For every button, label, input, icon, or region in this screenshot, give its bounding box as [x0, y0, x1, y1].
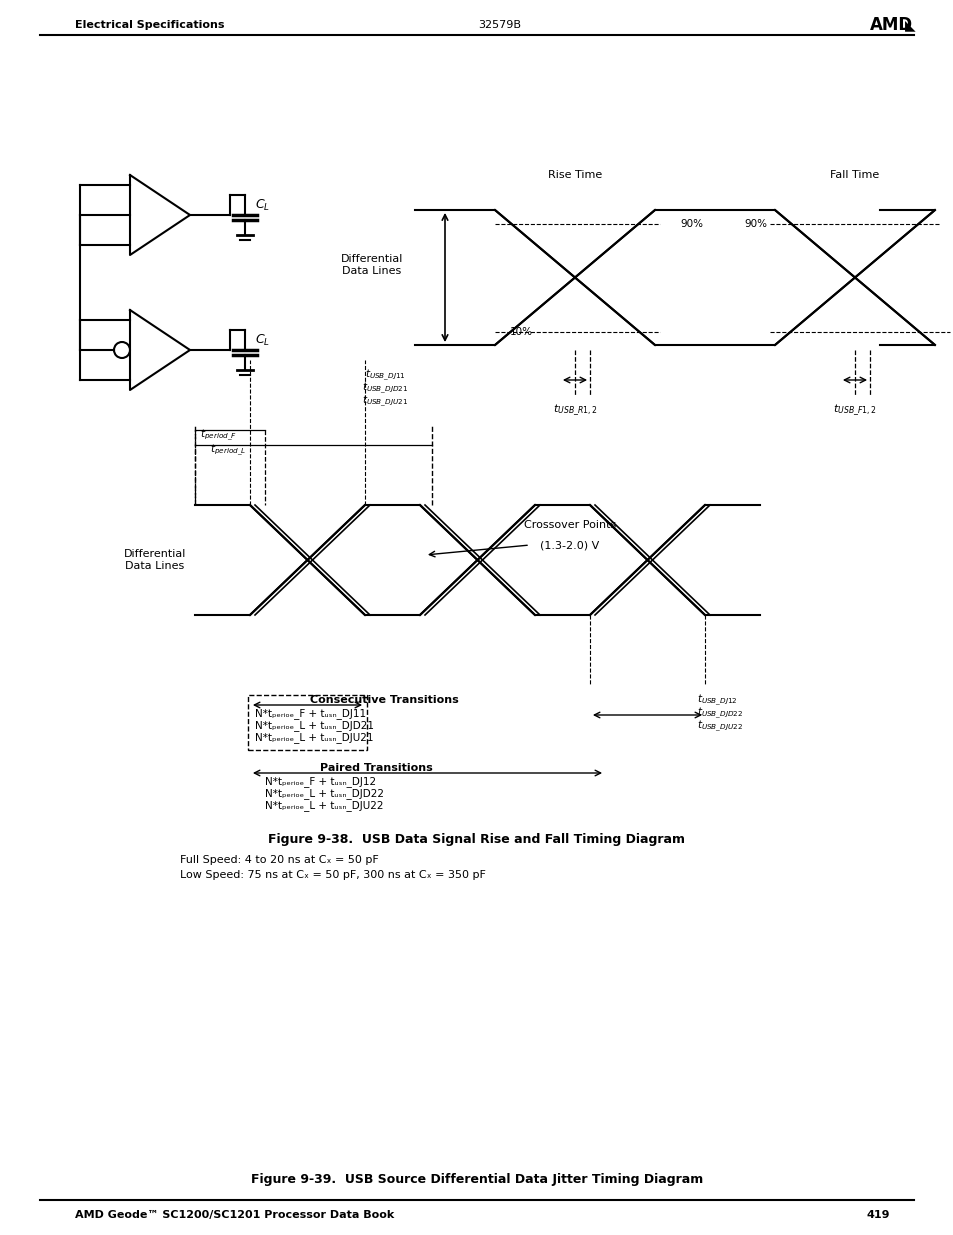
- Text: Fall Time: Fall Time: [829, 170, 879, 180]
- Text: (1.3-2.0) V: (1.3-2.0) V: [539, 540, 599, 550]
- Text: Electrical Specifications: Electrical Specifications: [75, 20, 224, 30]
- Text: $t_{period\_L}$: $t_{period\_L}$: [210, 442, 246, 458]
- Text: Figure 9-39.  USB Source Differential Data Jitter Timing Diagram: Figure 9-39. USB Source Differential Dat…: [251, 1173, 702, 1187]
- Bar: [248, 695, 367, 750]
- Text: Low Speed: 75 ns at Cₓ = 50 pF, 300 ns at Cₓ = 350 pF: Low Speed: 75 ns at Cₓ = 50 pF, 300 ns a…: [180, 869, 485, 881]
- Text: ◣: ◣: [904, 19, 915, 32]
- Text: N*tₚₑᵣᵢₒₑ_F + tᵤₛₙ_DJ12: N*tₚₑᵣᵢₒₑ_F + tᵤₛₙ_DJ12: [265, 777, 375, 788]
- Text: 419: 419: [865, 1210, 889, 1220]
- Text: Figure 9-38.  USB Data Signal Rise and Fall Timing Diagram: Figure 9-38. USB Data Signal Rise and Fa…: [268, 834, 685, 846]
- Text: Differential
Data Lines: Differential Data Lines: [124, 550, 186, 571]
- Text: N*tₚₑᵣᵢₒₑ_L + tᵤₛₙ_DJD22: N*tₚₑᵣᵢₒₑ_L + tᵤₛₙ_DJD22: [265, 788, 384, 799]
- Text: $t_{USB\_DJU21}$: $t_{USB\_DJU21}$: [361, 394, 408, 409]
- Text: AMD: AMD: [869, 16, 912, 35]
- Text: 90%: 90%: [679, 219, 702, 228]
- Text: $t_{USB\_DJ11}$: $t_{USB\_DJ11}$: [364, 367, 405, 383]
- Text: 32579B: 32579B: [478, 20, 521, 30]
- Text: Crossover Points: Crossover Points: [523, 520, 616, 530]
- Text: N*tₚₑᵣᵢₒₑ_L + tᵤₛₙ_DJU21: N*tₚₑᵣᵢₒₑ_L + tᵤₛₙ_DJU21: [254, 732, 374, 743]
- Text: Consecutive Transitions: Consecutive Transitions: [310, 695, 458, 705]
- Text: $C_L$: $C_L$: [254, 332, 270, 347]
- Text: $t_{period\_F}$: $t_{period\_F}$: [200, 427, 237, 442]
- Text: Paired Transitions: Paired Transitions: [319, 763, 433, 773]
- Text: $t_{USB\_R1,2}$: $t_{USB\_R1,2}$: [552, 403, 597, 417]
- Text: N*tₚₑᵣᵢₒₑ_F + tᵤₛₙ_DJ11: N*tₚₑᵣᵢₒₑ_F + tᵤₛₙ_DJ11: [254, 709, 366, 720]
- Text: AMD Geode™ SC1200/SC1201 Processor Data Book: AMD Geode™ SC1200/SC1201 Processor Data …: [75, 1210, 394, 1220]
- Text: $t_{USB\_F1,2}$: $t_{USB\_F1,2}$: [832, 403, 876, 417]
- Text: N*tₚₑᵣᵢₒₑ_L + tᵤₛₙ_DJD21: N*tₚₑᵣᵢₒₑ_L + tᵤₛₙ_DJD21: [254, 720, 374, 731]
- Text: Differential
Data Lines: Differential Data Lines: [340, 254, 403, 275]
- Text: $t_{USB\_DJD21}$: $t_{USB\_DJD21}$: [361, 380, 408, 395]
- Text: $t_{USB\_DJU22}$: $t_{USB\_DJU22}$: [697, 719, 742, 734]
- Text: Full Speed: 4 to 20 ns at Cₓ = 50 pF: Full Speed: 4 to 20 ns at Cₓ = 50 pF: [180, 855, 378, 864]
- Text: $C_L$: $C_L$: [254, 198, 270, 212]
- Text: 10%: 10%: [510, 326, 533, 336]
- Text: $t_{USB\_DJD22}$: $t_{USB\_DJD22}$: [697, 705, 742, 720]
- Text: $t_{USB\_DJ12}$: $t_{USB\_DJ12}$: [697, 693, 737, 708]
- Text: 90%: 90%: [743, 219, 766, 228]
- Text: Rise Time: Rise Time: [547, 170, 601, 180]
- Text: N*tₚₑᵣᵢₒₑ_L + tᵤₛₙ_DJU22: N*tₚₑᵣᵢₒₑ_L + tᵤₛₙ_DJU22: [265, 800, 383, 811]
